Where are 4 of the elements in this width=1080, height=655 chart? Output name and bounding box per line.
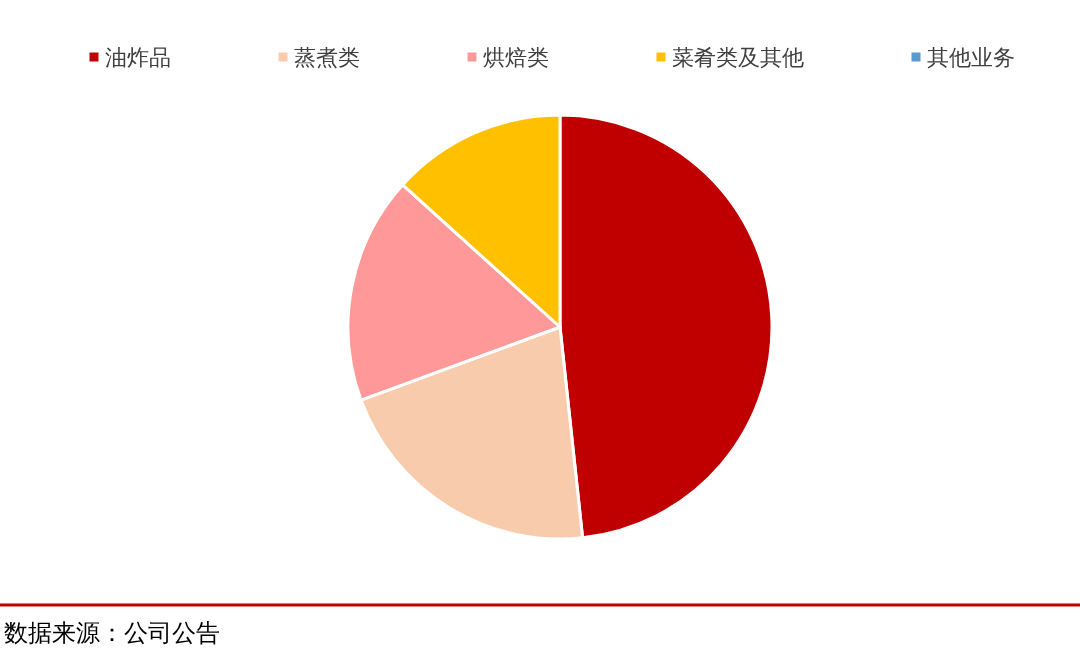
legend-label: 蒸煮类 [293, 44, 360, 70]
legend-label: 油炸品 [104, 44, 171, 70]
annotation: 数据来源：公司公告 [4, 618, 220, 646]
legend-label: 烘焙类 [482, 44, 549, 70]
